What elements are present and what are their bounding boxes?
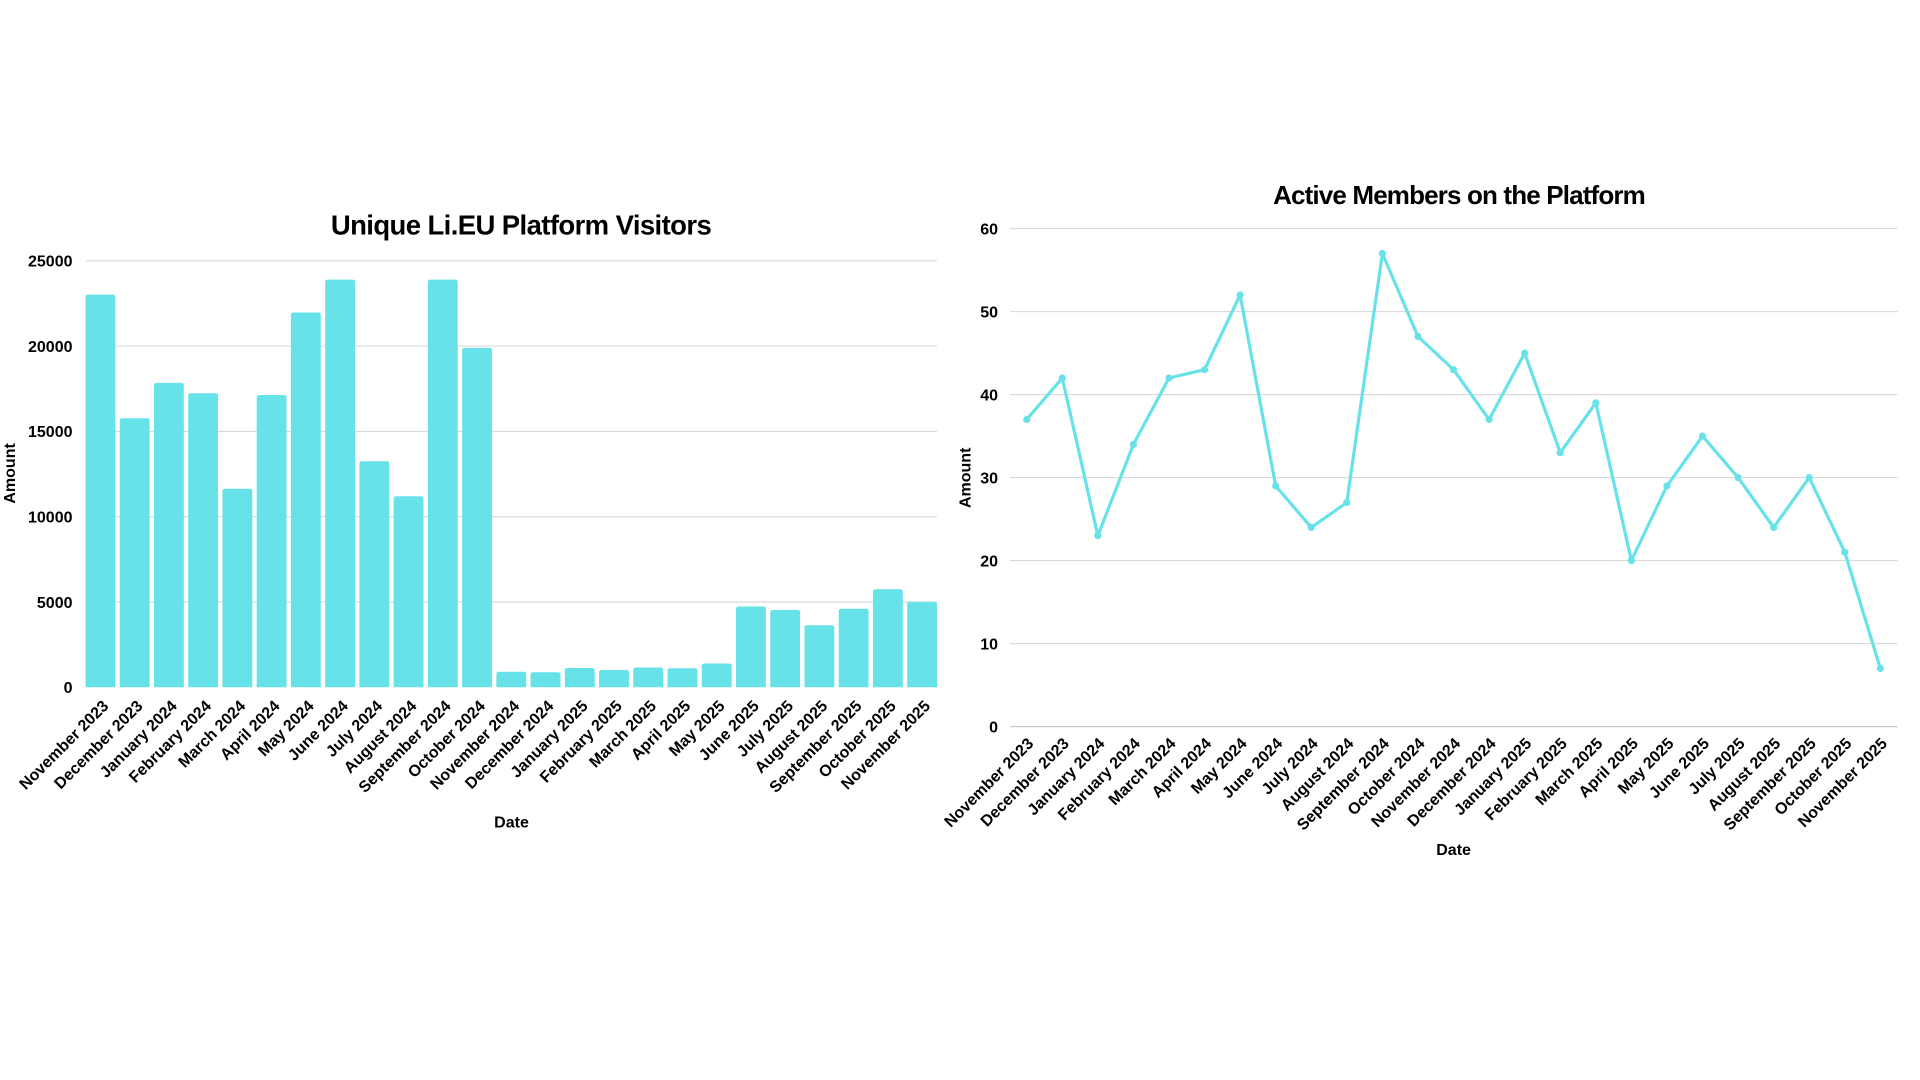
svg-text:0: 0 xyxy=(64,680,73,697)
svg-text:20000: 20000 xyxy=(28,339,73,356)
svg-text:60: 60 xyxy=(980,221,998,238)
svg-text:10000: 10000 xyxy=(28,510,73,527)
svg-text:30: 30 xyxy=(980,470,998,487)
svg-text:5000: 5000 xyxy=(37,595,73,612)
svg-text:Date: Date xyxy=(494,815,529,832)
svg-text:10: 10 xyxy=(980,636,998,653)
svg-text:Active Members on the Platform: Active Members on the Platform xyxy=(1273,180,1645,210)
svg-text:Amount: Amount xyxy=(2,443,19,504)
svg-text:20: 20 xyxy=(980,553,998,570)
svg-text:15000: 15000 xyxy=(28,424,73,441)
svg-text:Date: Date xyxy=(1436,842,1471,859)
svg-text:0: 0 xyxy=(989,719,998,736)
svg-text:Amount: Amount xyxy=(958,447,975,508)
svg-text:Unique Li.EU Platform Visitors: Unique Li.EU Platform Visitors xyxy=(331,209,712,240)
svg-text:50: 50 xyxy=(980,304,998,321)
svg-text:25000: 25000 xyxy=(28,254,73,271)
svg-text:40: 40 xyxy=(980,387,998,404)
